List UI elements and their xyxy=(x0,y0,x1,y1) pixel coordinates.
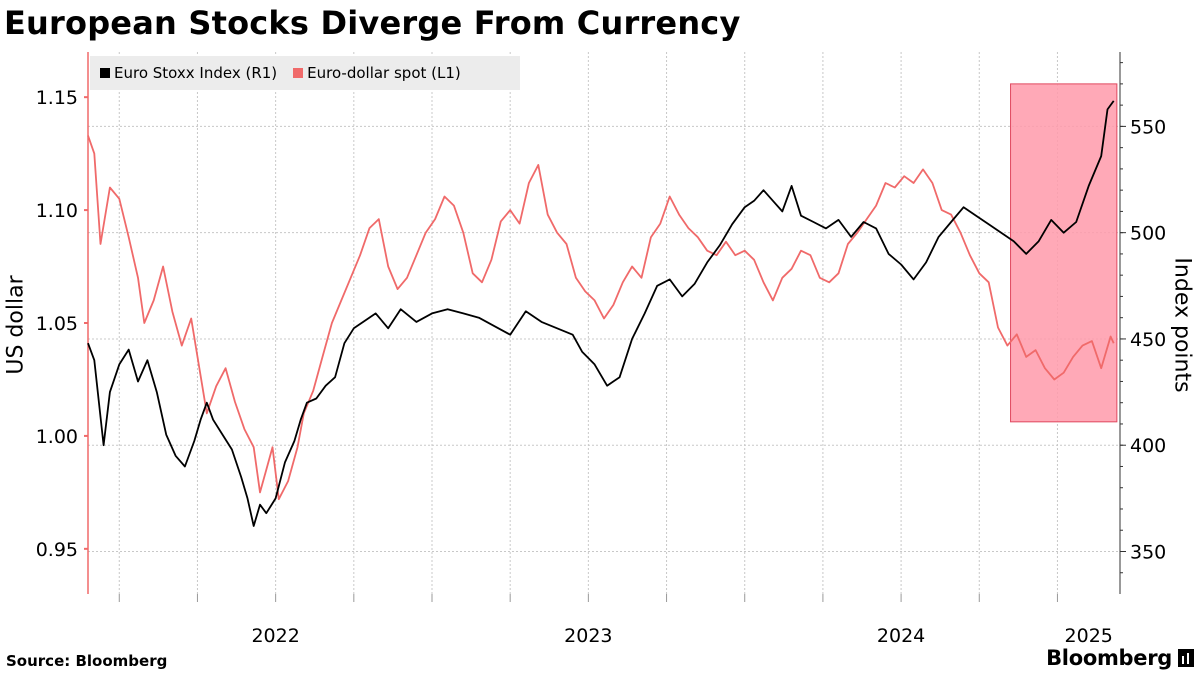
y-tick-label-right: 450 xyxy=(1130,329,1166,351)
legend-label-euro-dollar: Euro-dollar spot (L1) xyxy=(307,64,461,82)
bar-chart-icon xyxy=(1178,649,1194,667)
x-tick-label: 2025 xyxy=(1065,625,1113,647)
y-tick-label-right: 550 xyxy=(1130,116,1166,138)
x-tick-label: 2024 xyxy=(877,625,925,647)
y-tick-label-left: 0.95 xyxy=(36,539,78,561)
chart-title: European Stocks Diverge From Currency xyxy=(4,4,741,42)
legend-swatch-euro-stoxx xyxy=(100,68,110,78)
y-tick-label-left: 1.00 xyxy=(36,426,78,448)
legend: Euro Stoxx Index (R1) Euro-dollar spot (… xyxy=(90,56,520,90)
y-axis-title-left: US dollar xyxy=(3,275,29,375)
series-line-euro-stoxx xyxy=(87,100,1115,527)
x-tick-label: 2022 xyxy=(251,625,299,647)
legend-label-euro-stoxx: Euro Stoxx Index (R1) xyxy=(114,64,278,82)
series-layer xyxy=(87,100,1115,527)
source-note: Source: Bloomberg xyxy=(6,652,168,670)
y-tick-label-right: 400 xyxy=(1130,435,1166,457)
y-axis-title-right: Index points xyxy=(1169,257,1195,393)
y-tick-label-right: 500 xyxy=(1130,223,1166,245)
y-tick-label-left: 1.15 xyxy=(36,87,78,109)
axes xyxy=(84,52,1126,602)
y-tick-label-left: 1.10 xyxy=(36,200,78,222)
tick-labels: 0.95 1.00 1.05 1.10 1.15 350 400 450 500 550 2022 2… xyxy=(36,87,1167,647)
series-line-euro-dollar xyxy=(87,135,1115,501)
y-tick-label-right: 350 xyxy=(1130,541,1166,563)
brand-name: Bloomberg xyxy=(1046,646,1172,670)
y-tick-label-left: 1.05 xyxy=(36,313,78,335)
legend-item-euro-dollar[interactable]: Euro-dollar spot (L1) xyxy=(293,64,461,82)
brand-logo: Bloomberg xyxy=(1046,646,1194,670)
x-tick-label: 2023 xyxy=(564,625,612,647)
legend-item-euro-stoxx[interactable]: Euro Stoxx Index (R1) xyxy=(100,64,277,82)
grid xyxy=(88,52,1120,594)
legend-swatch-euro-dollar xyxy=(293,68,304,78)
